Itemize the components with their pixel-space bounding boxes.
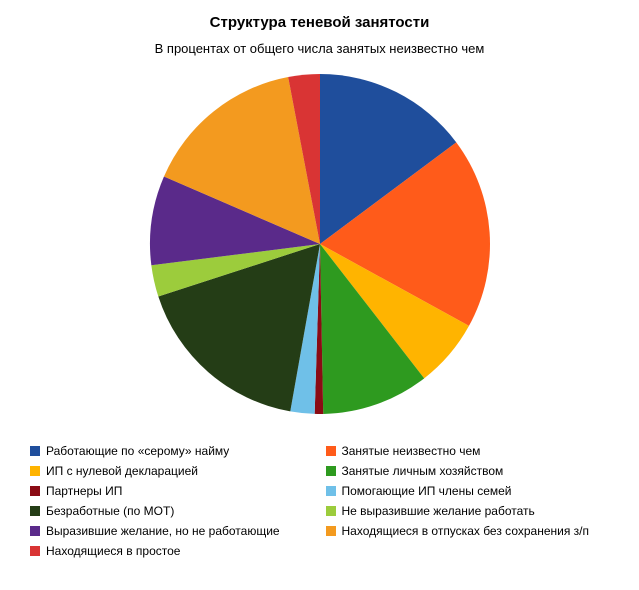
legend-swatch <box>326 526 336 536</box>
legend-swatch <box>30 446 40 456</box>
legend-swatch <box>326 466 336 476</box>
legend-item: Безработные (по МОТ) <box>30 502 326 520</box>
legend-swatch <box>30 466 40 476</box>
chart-subtitle: В процентах от общего числа занятых неиз… <box>0 41 639 56</box>
pie-area <box>0 64 639 424</box>
chart-container: Структура теневой занятости В процентах … <box>0 0 639 590</box>
legend-item: Находящиеся в простое <box>30 542 326 560</box>
legend-swatch <box>30 486 40 496</box>
legend-label: Находящиеся в простое <box>46 542 180 560</box>
legend-item: ИП с нулевой декларацией <box>30 462 326 480</box>
legend-swatch <box>30 526 40 536</box>
legend-label: Занятые личным хозяйством <box>342 462 504 480</box>
legend-item: Выразившие желание, но не работающие <box>30 522 326 540</box>
legend-item: Помогающие ИП члены семей <box>326 482 622 500</box>
legend-swatch <box>326 506 336 516</box>
chart-title: Структура теневой занятости <box>0 14 639 31</box>
legend-item: Находящиеся в отпусках без сохранения з/… <box>326 522 622 540</box>
legend: Работающие по «серому» найму Занятые неиз… <box>30 442 621 562</box>
legend-item: Партнеры ИП <box>30 482 326 500</box>
legend-label: Выразившие желание, но не работающие <box>46 522 280 540</box>
legend-item: Работающие по «серому» найму <box>30 442 326 460</box>
legend-swatch <box>326 446 336 456</box>
pie-chart <box>0 64 639 424</box>
legend-label: Партнеры ИП <box>46 482 122 500</box>
legend-swatch <box>326 486 336 496</box>
legend-item: Не выразившие желание работать <box>326 502 622 520</box>
legend-label: Находящиеся в отпусках без сохранения з/… <box>342 522 590 540</box>
legend-label: Работающие по «серому» найму <box>46 442 229 460</box>
legend-label: Не выразившие желание работать <box>342 502 535 520</box>
legend-item: Занятые неизвестно чем <box>326 442 622 460</box>
legend-label: Безработные (по МОТ) <box>46 502 174 520</box>
legend-label: Занятые неизвестно чем <box>342 442 481 460</box>
legend-label: ИП с нулевой декларацией <box>46 462 198 480</box>
legend-label: Помогающие ИП члены семей <box>342 482 512 500</box>
legend-item: Занятые личным хозяйством <box>326 462 622 480</box>
legend-swatch <box>30 546 40 556</box>
legend-swatch <box>30 506 40 516</box>
